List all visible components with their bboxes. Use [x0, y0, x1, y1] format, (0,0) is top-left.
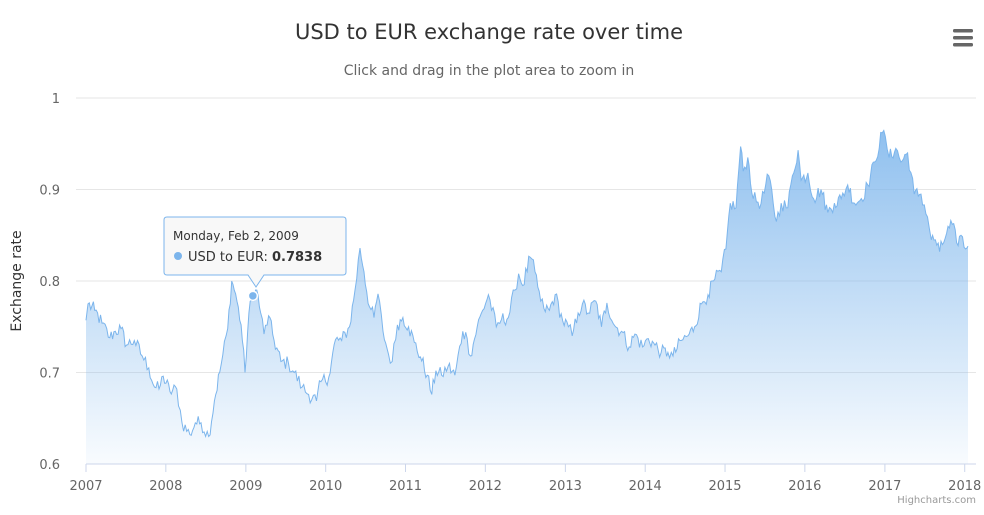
tooltip-series-bullet — [174, 252, 182, 260]
y-tick-label: 0.9 — [39, 184, 60, 199]
tooltip-date: Monday, Feb 2, 2009 — [173, 229, 299, 243]
tooltip-colon: : — [263, 250, 272, 265]
credits-link[interactable]: Highcharts.com — [897, 495, 976, 506]
y-tick-label: 0.8 — [39, 275, 60, 290]
y-tick-label: 0.7 — [39, 367, 60, 382]
x-tick-label: 2017 — [868, 479, 901, 494]
x-tick-label: 2008 — [149, 479, 182, 494]
tooltip-series-name: USD to EUR — [188, 250, 264, 265]
tooltip: Monday, Feb 2, 2009 USD to EUR: 0.7838 — [163, 216, 347, 288]
x-tick-label: 2018 — [948, 479, 981, 494]
x-tick-label: 2009 — [229, 479, 262, 494]
x-tick-label: 2016 — [788, 479, 821, 494]
x-axis: 2007 2008 2009 2010 2011 2012 2013 2014 2015 2016… — [69, 464, 981, 494]
y-axis: 0.6 0.7 0.8 0.9 1 — [39, 92, 60, 473]
x-tick-label: 2012 — [469, 479, 502, 494]
y-tick-label: 0.6 — [39, 458, 60, 473]
x-tick-label: 2011 — [389, 479, 422, 494]
y-tick-label: 1 — [52, 92, 60, 107]
x-tick-label: 2010 — [309, 479, 342, 494]
series-line — [85, 129, 969, 439]
x-tick-label: 2007 — [69, 479, 102, 494]
x-tick-label: 2015 — [708, 479, 741, 494]
x-tick-label: 2013 — [549, 479, 582, 494]
tooltip-value: 0.7838 — [272, 250, 322, 265]
chart-title: USD to EUR exchange rate over time — [295, 20, 683, 44]
series-area-fill — [86, 130, 968, 464]
tooltip-line: USD to EUR: 0.7838 — [188, 250, 322, 265]
chart-subtitle: Click and drag in the plot area to zoom … — [344, 63, 635, 79]
hamburger-menu-icon[interactable] — [944, 20, 984, 54]
x-tick-label: 2014 — [629, 479, 662, 494]
hover-point-marker[interactable] — [247, 290, 259, 302]
series-area — [85, 129, 969, 464]
y-axis-label: Exchange rate — [9, 230, 25, 331]
